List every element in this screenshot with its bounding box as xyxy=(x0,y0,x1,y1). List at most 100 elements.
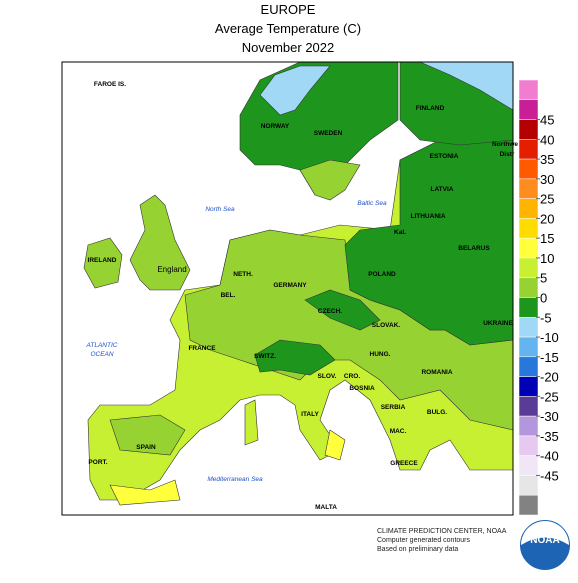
legend-label: 40 xyxy=(540,132,554,147)
map-label: SPAIN xyxy=(136,444,156,451)
legend-swatch xyxy=(518,396,539,417)
logo-text: NOAA xyxy=(530,535,559,546)
legend-swatch xyxy=(518,356,539,377)
map-label: LATVIA xyxy=(431,186,454,193)
legend-swatch xyxy=(518,494,539,516)
finland-north xyxy=(419,62,513,111)
legend-swatch xyxy=(518,277,539,298)
legend-swatch xyxy=(518,336,539,358)
map-label: SLOVAK. xyxy=(372,322,401,329)
corsica-sardinia xyxy=(244,399,259,446)
map-label: GREECE xyxy=(390,460,418,467)
credit: CLIMATE PREDICTION CENTER, NOAA xyxy=(377,528,507,535)
legend-label: -30 xyxy=(540,409,559,424)
map-label: BULG. xyxy=(427,409,447,416)
sea-label: OCEAN xyxy=(90,351,113,358)
ireland xyxy=(83,237,123,289)
legend-swatch xyxy=(518,178,539,199)
legend-swatch xyxy=(518,455,539,476)
south-spain xyxy=(109,479,181,506)
legend-label: 30 xyxy=(540,172,554,187)
legend: 45 40 35 30 25 20 15 10 5 0 -5 -10 -15 -20 -25 -30 -35 -4… xyxy=(518,79,559,516)
map-label: ESTONIA xyxy=(430,153,459,160)
map-label: Distr xyxy=(500,151,515,158)
legend-swatch xyxy=(518,198,539,219)
subtitle: Average Temperature (C) xyxy=(215,21,361,36)
credit: Based on preliminary data xyxy=(377,546,458,553)
map-label: CZECH. xyxy=(318,308,342,315)
great-britain xyxy=(129,194,191,291)
period: November 2022 xyxy=(242,40,335,55)
legend-swatch xyxy=(518,99,539,120)
south-italy xyxy=(324,429,346,461)
map-label: FRANCE xyxy=(188,345,216,352)
legend-swatch xyxy=(518,218,539,239)
north-cold xyxy=(259,65,331,116)
legend-swatch xyxy=(518,257,539,278)
legend-label: 45 xyxy=(540,113,554,128)
legend-label: 15 xyxy=(540,231,554,246)
map-label: BEL. xyxy=(221,292,236,299)
legend-label: 5 xyxy=(540,271,547,286)
map-label: UKRAINE xyxy=(483,320,513,327)
map-label: PORT. xyxy=(88,459,107,466)
legend-label: 10 xyxy=(540,251,554,266)
sea-label: ATLANTIC xyxy=(86,342,118,349)
map-label: NORWAY xyxy=(261,123,290,130)
map: FAROE IS. NORWAY SWEDEN FINLAND ESTONIA … xyxy=(61,61,518,516)
legend-label: -40 xyxy=(540,449,559,464)
title: EUROPE xyxy=(261,2,316,17)
map-label: SLOV. xyxy=(318,373,337,380)
map-label: FINLAND xyxy=(416,105,445,112)
sea-label: Baltic Sea xyxy=(357,200,387,207)
legend-label: 35 xyxy=(540,152,554,167)
map-label: Northwe xyxy=(492,141,518,148)
map-label: CRO. xyxy=(344,373,360,380)
legend-swatch xyxy=(518,158,539,180)
land xyxy=(83,62,513,506)
map-label: SWEDEN xyxy=(314,130,343,137)
map-label: England xyxy=(157,265,186,274)
spain-plateau xyxy=(109,414,186,456)
legend-label: -20 xyxy=(540,370,559,385)
legend-swatch xyxy=(518,415,539,437)
map-label: BOSNIA xyxy=(349,385,375,392)
sea-label: North Sea xyxy=(205,206,235,213)
central-zone xyxy=(184,229,513,431)
map-label: BELARUS xyxy=(458,245,490,252)
legend-label: 0 xyxy=(540,291,547,306)
legend-swatch xyxy=(518,237,539,259)
map-label: MALTA xyxy=(315,504,337,511)
map-label: GERMANY xyxy=(273,282,307,289)
credit: Computer generated contours xyxy=(377,537,470,544)
carpathians xyxy=(304,289,381,331)
map-label: MAC. xyxy=(390,428,407,435)
sea-label: Mediterranean Sea xyxy=(207,476,263,483)
legend-label: -35 xyxy=(540,429,559,444)
legend-swatch xyxy=(518,139,539,160)
map-label: LITHUANIA xyxy=(410,213,445,220)
legend-label: 25 xyxy=(540,192,554,207)
legend-swatch xyxy=(518,79,539,101)
map-label: POLAND xyxy=(368,271,396,278)
legend-swatch xyxy=(518,435,539,456)
map-label: Kal. xyxy=(394,229,406,236)
legend-label: -15 xyxy=(540,350,559,365)
map-label: IRELAND xyxy=(88,257,117,264)
legend-label: 20 xyxy=(540,211,554,226)
map-label: ROMANIA xyxy=(421,369,452,376)
legend-swatch xyxy=(518,317,539,338)
noaa-logo: NOAA xyxy=(518,518,572,572)
map-label: FAROE IS. xyxy=(94,81,126,88)
map-label: HUNG. xyxy=(370,351,391,358)
sweden-south xyxy=(299,159,361,201)
map-label: SERBIA xyxy=(381,404,406,411)
east-zone xyxy=(344,139,513,346)
alps xyxy=(254,339,336,376)
legend-swatch xyxy=(518,119,539,140)
legend-swatch xyxy=(518,297,539,318)
map-label: SWITZ. xyxy=(254,353,276,360)
legend-swatch xyxy=(518,376,539,397)
legend-swatch xyxy=(518,475,539,496)
